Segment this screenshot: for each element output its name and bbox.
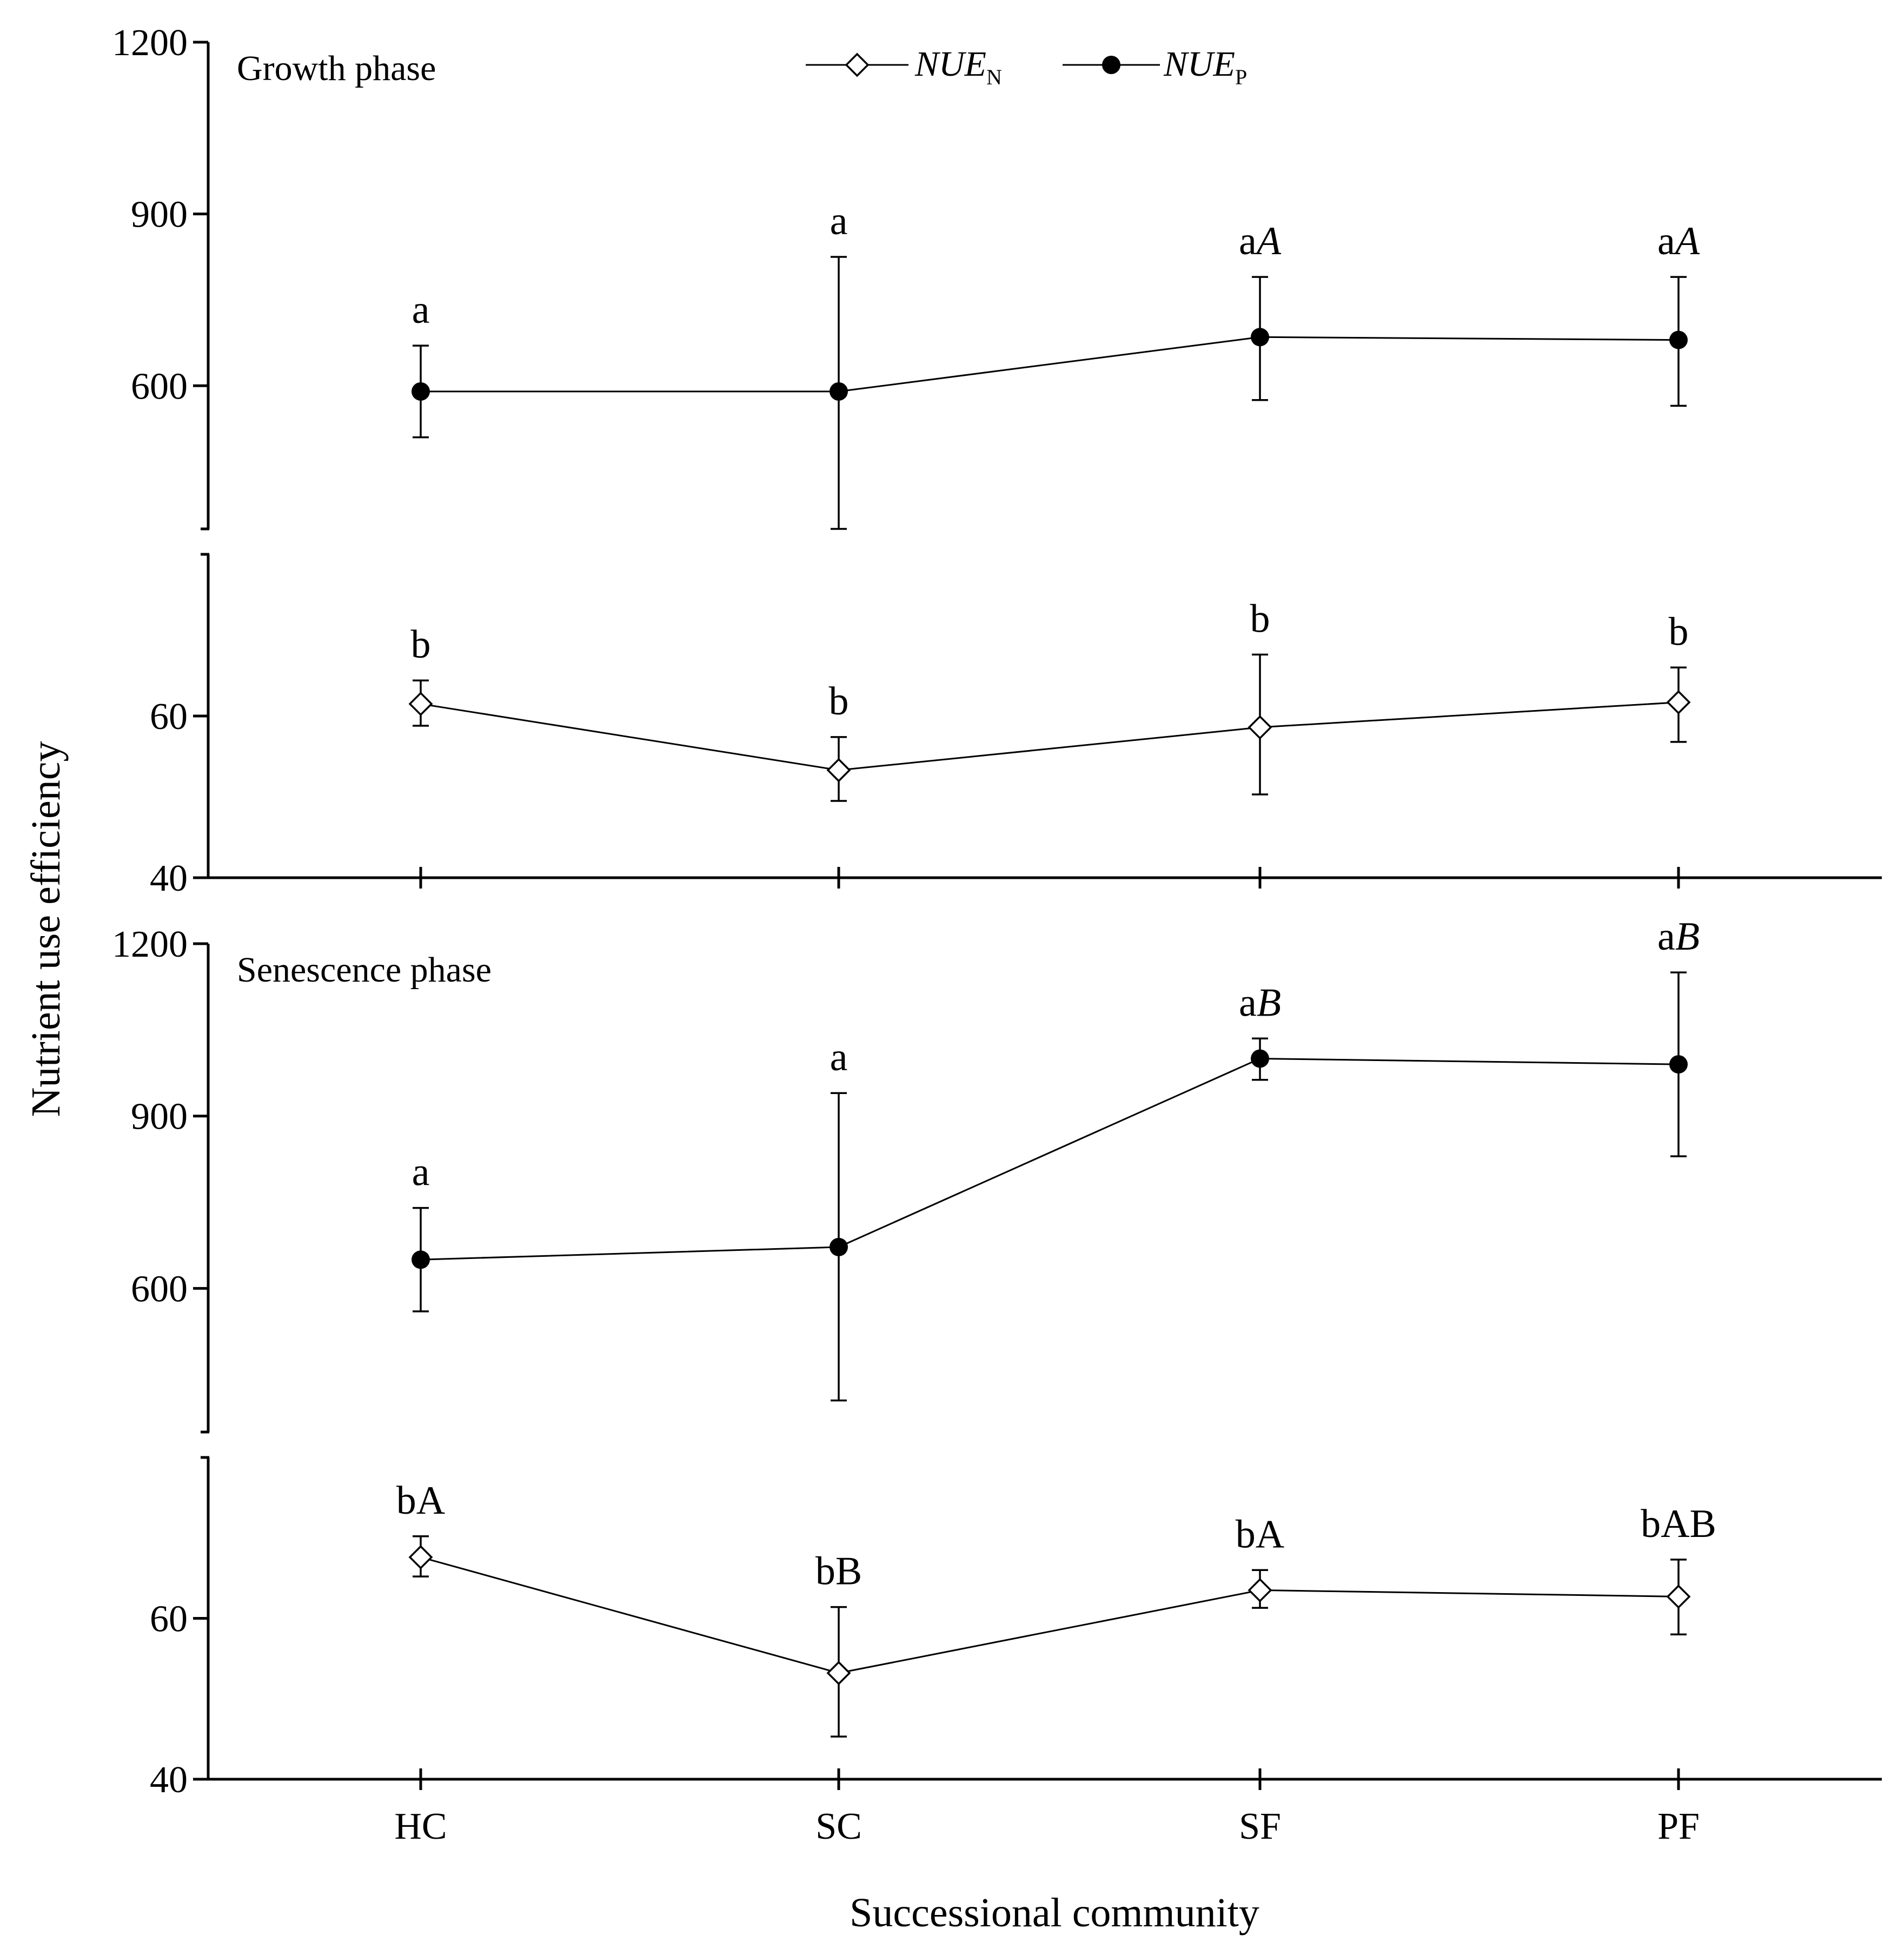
significance-label-nue-n-sc: b xyxy=(829,679,849,724)
series-nue-n: b b b b xyxy=(408,596,1691,802)
significance-label-nue-n-sc: bB xyxy=(815,1549,862,1594)
legend: NUEN NUEP xyxy=(806,44,1247,89)
legend-nue-p-base: NUE xyxy=(1163,44,1235,84)
significance-label-nue-n-sf: b xyxy=(1250,596,1270,641)
significance-lowercase: b xyxy=(411,622,431,667)
data-point-nue-p-pf xyxy=(1669,330,1688,349)
significance-label-nue-n-sf: bA xyxy=(1236,1512,1284,1556)
series-line-nue-n xyxy=(420,701,1679,771)
significance-lowercase: a xyxy=(830,1035,848,1079)
legend-nue-n-base: NUE xyxy=(914,44,986,84)
y-tick-label-upper: 900 xyxy=(131,1096,188,1138)
data-point-nue-p-pf xyxy=(1669,1055,1688,1074)
panel-title: Growth phase xyxy=(237,49,436,88)
y-tick-label-lower: 40 xyxy=(150,858,188,899)
y-tick-label-lower: 40 xyxy=(150,1759,188,1801)
data-point-nue-n-hc xyxy=(408,692,433,717)
legend-nue-n-label: NUEN xyxy=(914,44,1002,89)
significance-lowercase: a xyxy=(1657,914,1675,959)
x-tick-label-sf: SF xyxy=(1239,1806,1281,1847)
data-point-nue-n-sc xyxy=(826,1661,851,1686)
significance-lowercase: a xyxy=(1239,219,1257,263)
significance-label-nue-p-hc: a xyxy=(412,288,430,332)
y-tick-label-lower: 60 xyxy=(150,696,188,738)
legend-nue-n-sub: N xyxy=(986,65,1002,89)
significance-label-nue-p-sf: aB xyxy=(1239,980,1281,1025)
significance-lowercase: b xyxy=(396,1479,416,1523)
significance-uppercase: A xyxy=(416,1479,445,1523)
data-point-nue-p-hc xyxy=(412,1250,430,1269)
data-point-nue-n-sf xyxy=(1248,715,1272,740)
significance-uppercase: B xyxy=(1675,914,1700,959)
significance-label-nue-p-pf: aA xyxy=(1657,219,1700,263)
significance-lowercase: b xyxy=(1641,1502,1661,1546)
significance-uppercase: AB xyxy=(1661,1502,1716,1546)
x-tick-label-hc: HC xyxy=(394,1806,447,1847)
data-point-nue-p-sc xyxy=(830,382,848,401)
data-point-nue-n-sc xyxy=(826,758,851,783)
significance-lowercase: b xyxy=(815,1549,835,1594)
legend-nue-p-marker xyxy=(1102,56,1120,74)
significance-uppercase: B xyxy=(1257,980,1281,1025)
significance-uppercase: A xyxy=(1673,219,1700,263)
y-axis-title: Nutrient use efficiency xyxy=(23,741,69,1117)
data-point-nue-p-sc xyxy=(830,1237,848,1256)
x-axis-title: Successional community xyxy=(850,1890,1259,1936)
series-nue-p: aa aA aA xyxy=(412,199,1700,530)
legend-nue-p-label: NUEP xyxy=(1163,44,1247,89)
y-tick-label-upper: 900 xyxy=(131,194,188,236)
x-tick-label-pf: PF xyxy=(1657,1806,1700,1847)
significance-lowercase: a xyxy=(412,288,430,332)
x-tick-label-sc: SC xyxy=(815,1806,862,1847)
significance-label-nue-n-hc: b xyxy=(411,622,431,667)
data-point-nue-p-sf xyxy=(1251,328,1269,347)
significance-lowercase: a xyxy=(412,1150,430,1195)
significance-label-nue-n-pf: b xyxy=(1669,609,1689,654)
significance-label-nue-p-sf: aA xyxy=(1239,219,1282,263)
series-line-nue-p xyxy=(420,1057,1679,1261)
significance-lowercase: a xyxy=(1657,219,1675,263)
legend-nue-n-marker xyxy=(845,52,870,77)
data-point-nue-p-sf xyxy=(1251,1049,1269,1068)
significance-label-nue-p-pf: aB xyxy=(1657,914,1700,959)
significance-lowercase: b xyxy=(1236,1512,1256,1556)
y-tick-label-upper: 1200 xyxy=(112,22,188,64)
significance-lowercase: a xyxy=(830,199,848,243)
series-line-nue-p xyxy=(421,336,1679,393)
y-tick-label-upper: 600 xyxy=(131,366,188,407)
significance-uppercase: B xyxy=(835,1549,862,1594)
significance-uppercase: A xyxy=(1254,219,1282,263)
significance-lowercase: a xyxy=(1239,980,1257,1025)
y-tick-label-lower: 60 xyxy=(150,1599,188,1640)
significance-label-nue-p-hc: a xyxy=(412,1150,430,1195)
significance-lowercase: b xyxy=(829,679,849,724)
significance-label-nue-p-sc: a xyxy=(830,199,848,243)
series-line-nue-n xyxy=(420,1556,1679,1674)
data-point-nue-n-pf xyxy=(1666,690,1691,715)
y-tick-label-upper: 1200 xyxy=(112,924,188,965)
significance-label-nue-p-sc: a xyxy=(830,1035,848,1079)
data-point-nue-n-hc xyxy=(408,1545,433,1569)
panel-title: Senescence phase xyxy=(237,950,492,990)
y-tick-label-upper: 600 xyxy=(131,1268,188,1310)
significance-label-nue-n-pf: bAB xyxy=(1641,1502,1716,1546)
significance-lowercase: b xyxy=(1250,596,1270,641)
data-point-nue-n-pf xyxy=(1666,1584,1691,1609)
data-point-nue-p-hc xyxy=(412,382,430,401)
significance-label-nue-n-hc: bA xyxy=(396,1479,445,1523)
legend-nue-p-sub: P xyxy=(1235,65,1247,89)
significance-lowercase: b xyxy=(1669,609,1689,654)
data-point-nue-n-sf xyxy=(1248,1578,1272,1602)
significance-uppercase: A xyxy=(1256,1512,1284,1556)
